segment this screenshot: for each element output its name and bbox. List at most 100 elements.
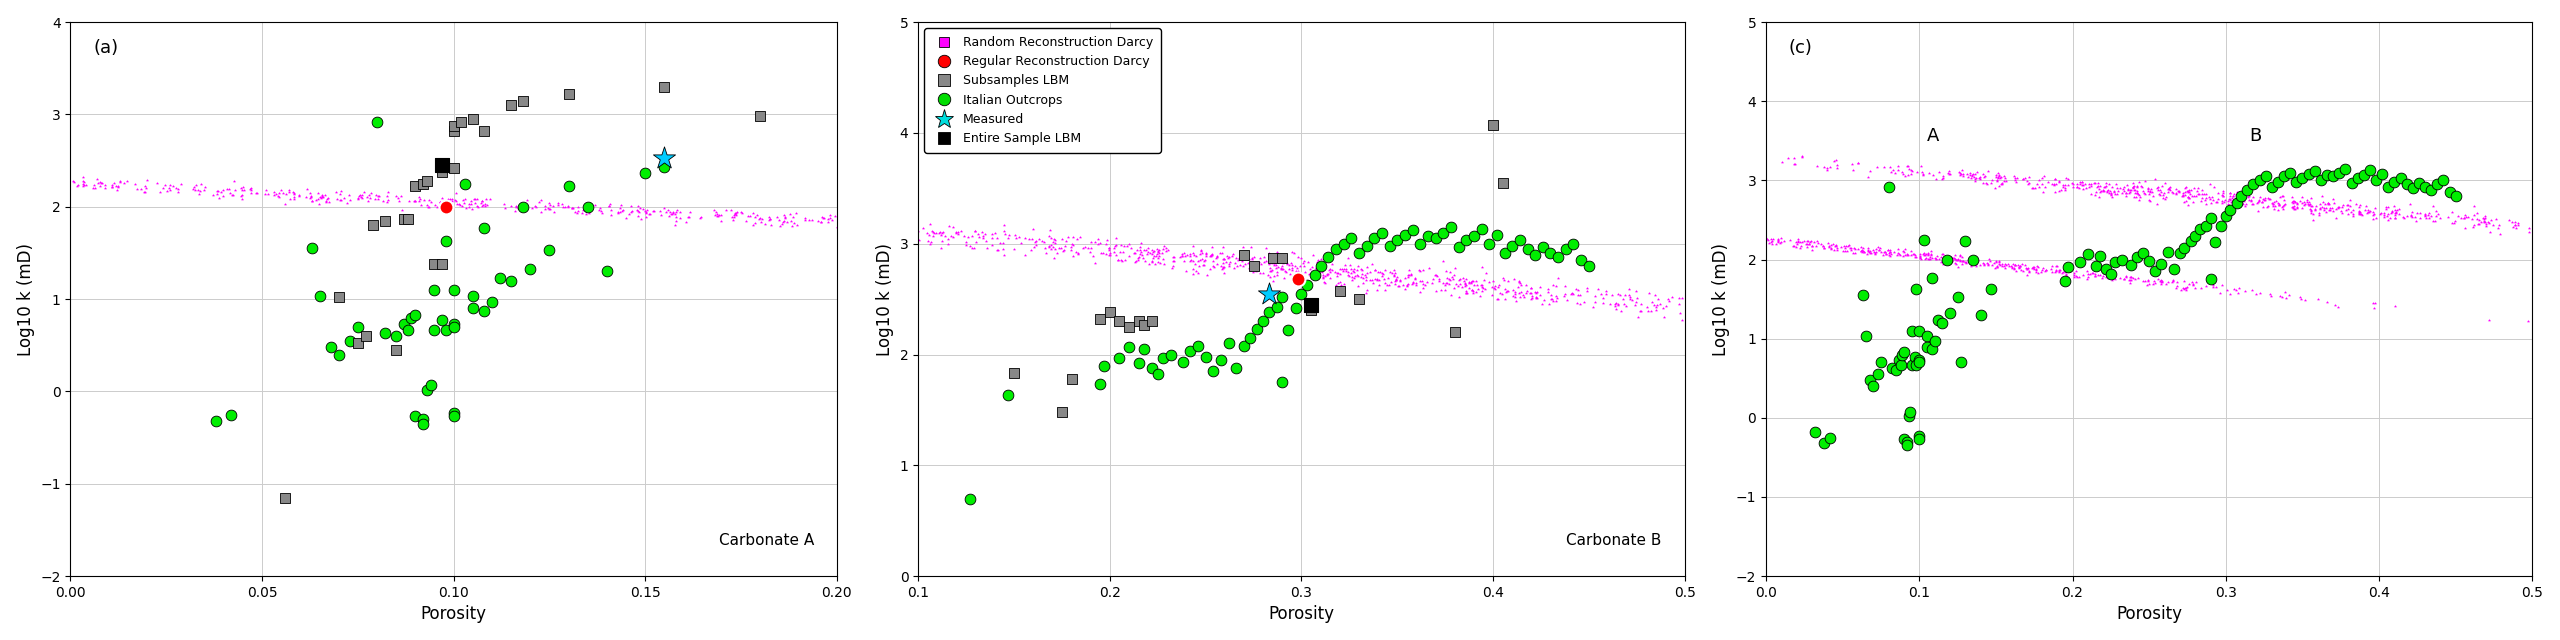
Point: [973, 228, 1014, 239]
Point: [1411, 278, 1452, 288]
Point: [750, 214, 791, 225]
Point: [2033, 267, 2074, 277]
Point: [2534, 226, 2560, 236]
Point: [456, 198, 497, 208]
Point: [1966, 257, 2007, 268]
Point: [1923, 259, 1964, 269]
Point: [1270, 237, 1311, 248]
Point: [1907, 168, 1948, 179]
Point: [1976, 170, 2017, 180]
Point: [456, 194, 497, 204]
Point: [1508, 244, 1549, 254]
Point: [1782, 241, 1823, 251]
Point: [2053, 179, 2094, 189]
Point: [2138, 273, 2179, 284]
Point: [1114, 257, 1155, 268]
Point: [2327, 204, 2368, 214]
Point: [2209, 196, 2250, 207]
Point: [1741, 235, 1782, 245]
Point: [1014, 242, 1055, 252]
Point: [2007, 264, 2048, 274]
Point: [1416, 233, 1457, 243]
Point: [1946, 257, 1987, 267]
Text: Carbonate A: Carbonate A: [719, 533, 814, 548]
Point: [1129, 243, 1170, 253]
Point: [2038, 177, 2079, 188]
Point: [2545, 221, 2560, 231]
Point: [655, 207, 696, 217]
Point: [1856, 246, 1897, 257]
Point: [2222, 198, 2263, 209]
Point: [589, 201, 630, 211]
Point: [1469, 251, 1510, 261]
Point: [2496, 222, 2537, 232]
Point: [1510, 205, 1551, 215]
Point: [2276, 204, 2317, 214]
Point: [1475, 282, 1516, 292]
Point: [1562, 214, 1603, 225]
Point: [822, 221, 863, 232]
Point: [1889, 170, 1930, 180]
Point: [1375, 278, 1416, 289]
Point: [812, 216, 852, 227]
Point: [1027, 248, 1068, 258]
Point: [1971, 175, 2012, 185]
Point: [1759, 234, 1800, 244]
Point: [581, 208, 622, 218]
Point: [1667, 228, 1708, 238]
Point: [2322, 207, 2363, 218]
Point: [1741, 234, 1782, 244]
Point: [1180, 255, 1221, 265]
Point: [2017, 179, 2058, 189]
Point: [1705, 262, 1746, 272]
Point: [1132, 253, 1172, 263]
Point: [1828, 241, 1869, 252]
Point: [1738, 237, 1779, 247]
Point: [1595, 301, 1636, 311]
Point: [1385, 281, 1426, 291]
Point: [2327, 200, 2368, 211]
Point: [1800, 239, 1841, 249]
Point: [2086, 269, 2127, 280]
Point: [2391, 212, 2432, 222]
Point: [1267, 258, 1308, 268]
Point: [1398, 266, 1439, 276]
Point: [253, 190, 294, 200]
Point: [548, 202, 589, 212]
Point: [1021, 232, 1062, 243]
Point: [1219, 252, 1260, 262]
Point: [1956, 259, 1997, 269]
Point: [2053, 271, 2094, 282]
Point: [858, 226, 899, 236]
Point: [61, 180, 102, 191]
Point: [2086, 177, 2127, 188]
Point: [1119, 252, 1160, 262]
Point: [1905, 254, 1946, 264]
Point: [804, 213, 845, 223]
Point: [2353, 303, 2394, 314]
Point: [376, 345, 417, 355]
Point: [1239, 259, 1280, 269]
Point: [2176, 277, 2217, 287]
Point: [2168, 193, 2209, 203]
Point: [1208, 339, 1249, 349]
Point: [1021, 228, 1062, 238]
Point: [1132, 316, 1172, 326]
Point: [1254, 259, 1295, 269]
Point: [497, 202, 538, 212]
Point: [2412, 216, 2452, 226]
Point: [2378, 204, 2419, 214]
Point: [1981, 178, 2022, 188]
Point: [660, 207, 701, 217]
Point: [2371, 212, 2412, 223]
Point: [1400, 287, 1441, 297]
Point: [1298, 257, 1339, 267]
Point: [963, 230, 1004, 241]
Point: [571, 192, 612, 202]
Point: [1052, 232, 1093, 242]
Point: [2074, 189, 2115, 200]
Point: [1347, 262, 1388, 272]
Point: [1600, 289, 1641, 300]
Point: [1725, 239, 1766, 250]
Point: [2263, 200, 2304, 211]
